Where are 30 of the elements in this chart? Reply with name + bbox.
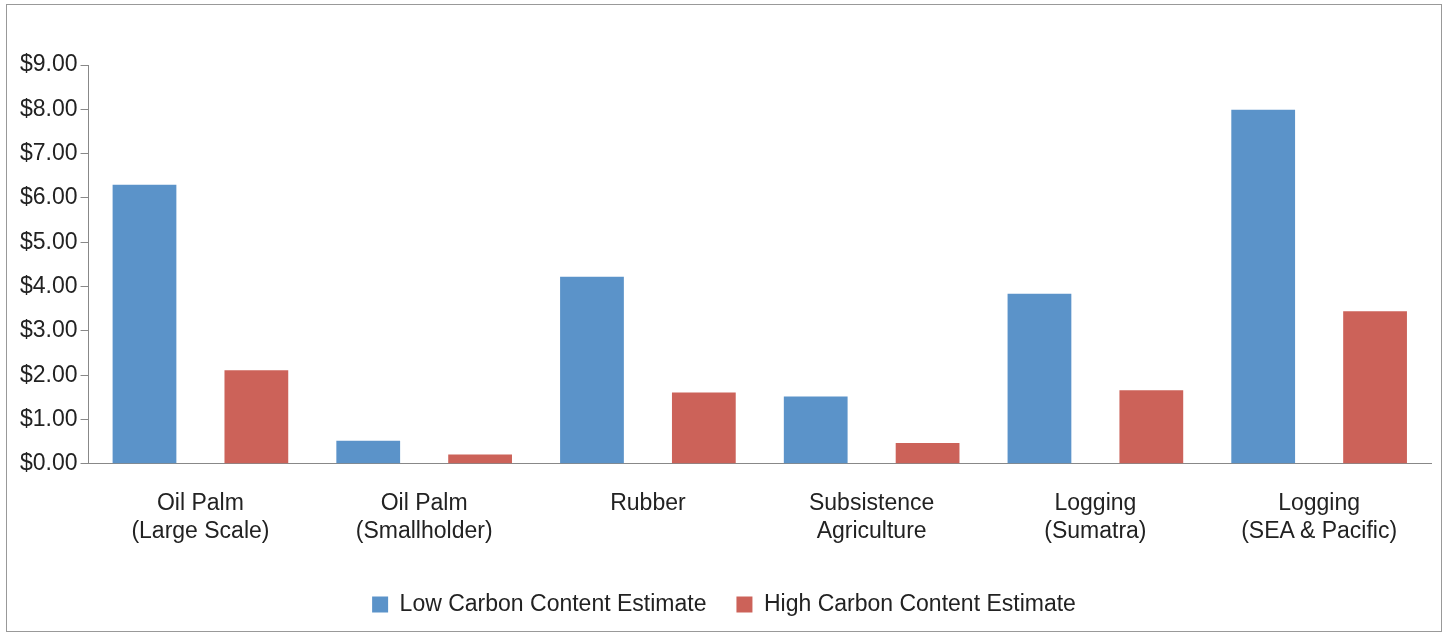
bar [224,370,289,464]
legend-label: Low Carbon Content Estimate [399,589,707,616]
y-tick-label: $6.00 [19,183,78,210]
bar [448,454,512,464]
y-tick-label: $0.00 [19,449,78,476]
x-tick-label: Oil Palm (Large Scale) [131,488,270,543]
x-tick-label: Logging (SEA & Pacific) [1241,488,1398,543]
y-tick-label: $8.00 [19,94,78,121]
x-tick-label: Logging (Sumatra) [1044,488,1147,543]
x-tick-label: Oil Palm (Smallholder) [355,488,493,543]
x-tick-label: Subsistence Agriculture [808,488,935,543]
bar [671,392,736,464]
y-tick-label: $1.00 [19,404,78,431]
y-tick-label: $9.00 [19,50,78,77]
bar [560,276,624,464]
bar [1343,311,1407,464]
y-tick-label: $5.00 [19,227,78,254]
legend-label: High Carbon Content Estimate [763,589,1076,616]
y-tick-label: $3.00 [19,316,78,343]
bar [112,184,177,464]
bar [783,396,848,464]
bar [1007,293,1072,464]
y-tick-label: $4.00 [19,271,78,298]
y-tick-label: $7.00 [19,138,78,165]
bar [895,442,960,464]
bar [1119,390,1184,464]
bar [336,440,401,464]
x-tick-label: Rubber [610,488,686,515]
bar [1231,109,1296,464]
y-tick-label: $2.00 [19,360,78,387]
